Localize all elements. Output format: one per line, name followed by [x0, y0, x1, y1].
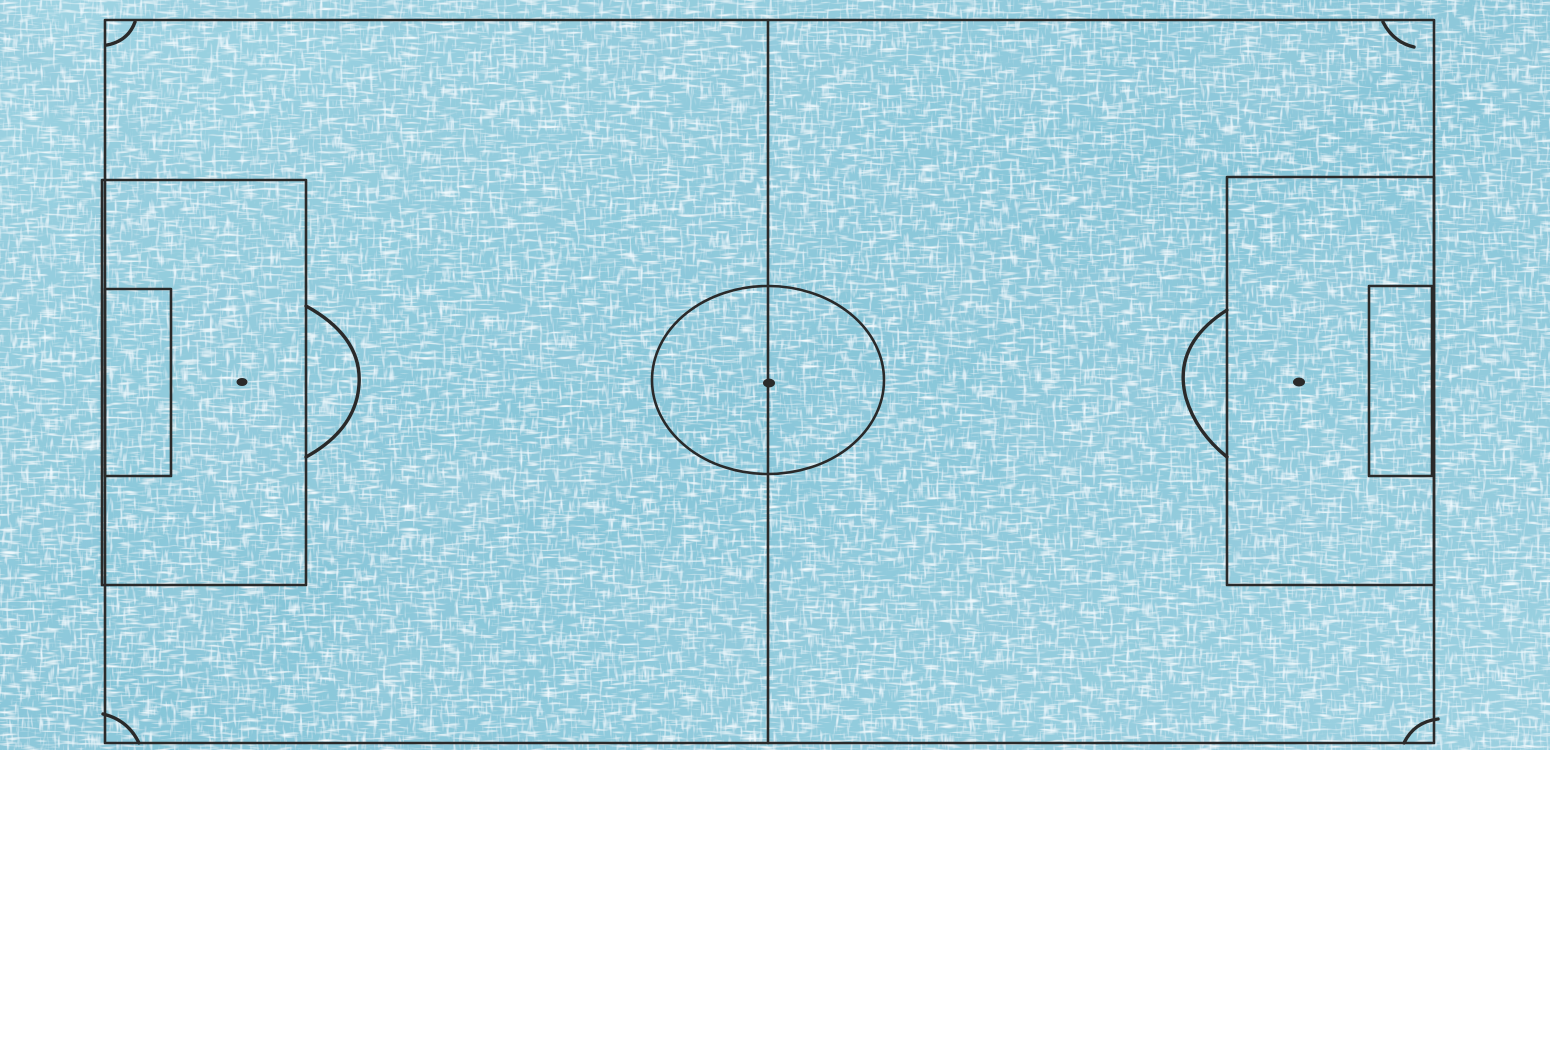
center-circle: [650, 284, 886, 476]
right-penalty-area: [1225, 175, 1436, 587]
left-goal-area: [103, 287, 173, 478]
pitch-markings: [100, 18, 1440, 745]
right-goal-area: [1367, 284, 1434, 478]
corner-arc-top-left: [105, 20, 137, 47]
corner-arc-top-right: [1381, 20, 1416, 49]
left-penalty-spot: [236, 378, 248, 386]
left-penalty-arc: [304, 304, 361, 459]
center-spot: [763, 378, 775, 388]
corner-arc-bottom-left: [101, 712, 141, 745]
corner-arc-bottom-right: [1402, 717, 1440, 745]
left-penalty-area: [100, 178, 308, 587]
right-penalty-arc: [1181, 308, 1229, 459]
right-penalty-spot: [1293, 377, 1305, 387]
ice-surface: [0, 0, 1550, 750]
